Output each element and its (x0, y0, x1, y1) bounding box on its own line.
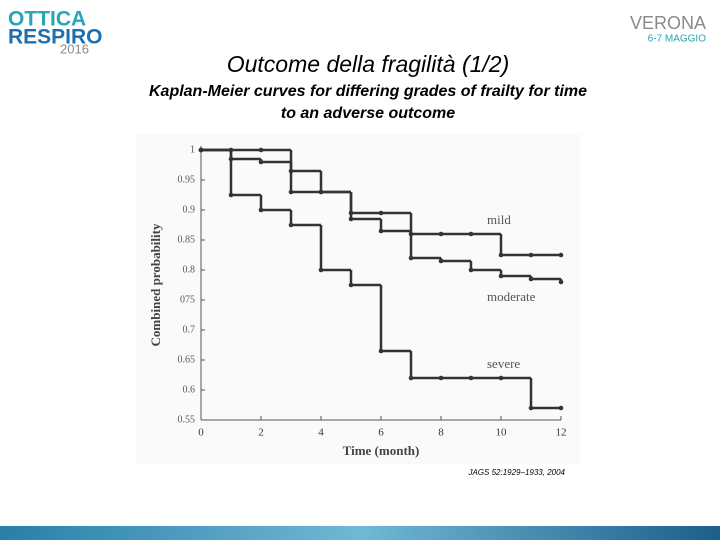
x-tick-label: 10 (496, 427, 508, 439)
chart-title: Kaplan-Meier curves for differing grades… (149, 83, 587, 122)
x-tick-label: 0 (198, 427, 204, 439)
y-tick-label: 0.85 (178, 234, 196, 245)
dates: 6-7 MAGGIO (648, 34, 707, 45)
point (558, 252, 564, 258)
point (348, 216, 354, 222)
point (558, 279, 564, 285)
point (258, 207, 264, 213)
point (528, 276, 534, 282)
point (258, 147, 264, 153)
y-tick-label: 1 (190, 144, 195, 155)
point (378, 228, 384, 234)
x-tick-label: 2 (258, 427, 264, 439)
point (228, 192, 234, 198)
point (318, 189, 324, 195)
x-tick-label: 6 (378, 427, 384, 439)
y-tick-label: 0.65 (178, 354, 196, 365)
x-tick-label: 4 (318, 427, 324, 439)
x-tick-label: 8 (438, 427, 444, 439)
point (528, 252, 534, 258)
y-tick-label: 0.9 (183, 204, 196, 215)
point (378, 348, 384, 354)
slide-title: Outcome della fragilità (1/2) (227, 51, 510, 77)
logo-year: 2016 (60, 41, 89, 56)
footer-band (0, 526, 720, 540)
x-axis-label: Time (month) (343, 443, 420, 458)
series-label: severe (487, 356, 520, 371)
y-tick-label: 0.8 (183, 264, 196, 275)
place: VERONA (630, 13, 706, 33)
point (408, 255, 414, 261)
point (318, 267, 324, 273)
point (198, 147, 204, 153)
y-tick-label: 0.7 (183, 324, 196, 335)
point (498, 252, 504, 258)
point (258, 159, 264, 165)
point (498, 375, 504, 381)
series-label: mild (487, 212, 511, 227)
point (468, 375, 474, 381)
point (468, 231, 474, 237)
y-tick-label: 0.6 (183, 384, 196, 395)
point (438, 231, 444, 237)
logo-line: RESPIRO (8, 26, 103, 49)
point (498, 273, 504, 279)
point (378, 210, 384, 216)
y-tick-label: 075 (180, 294, 195, 305)
point (438, 258, 444, 264)
chart-image (136, 134, 580, 464)
citation: JAGS 52:1929–1933, 2004 (467, 468, 565, 477)
logo-line: OTTICA (8, 8, 86, 31)
point (408, 375, 414, 381)
y-tick-label: 0.95 (178, 174, 196, 185)
point (528, 405, 534, 411)
series-label: moderate (487, 289, 536, 304)
point (468, 267, 474, 273)
y-axis-label: Combined probability (148, 223, 163, 346)
point (558, 405, 564, 411)
point (288, 222, 294, 228)
point (288, 189, 294, 195)
point (348, 282, 354, 288)
y-tick-label: 0.55 (178, 414, 196, 425)
x-tick-label: 12 (556, 427, 567, 439)
point (438, 375, 444, 381)
plot: 1 0.95 0.9 0.85 0.8 075 0.7 0.65 0.6 0.550 2 4 6 8 10 1… (148, 144, 567, 458)
